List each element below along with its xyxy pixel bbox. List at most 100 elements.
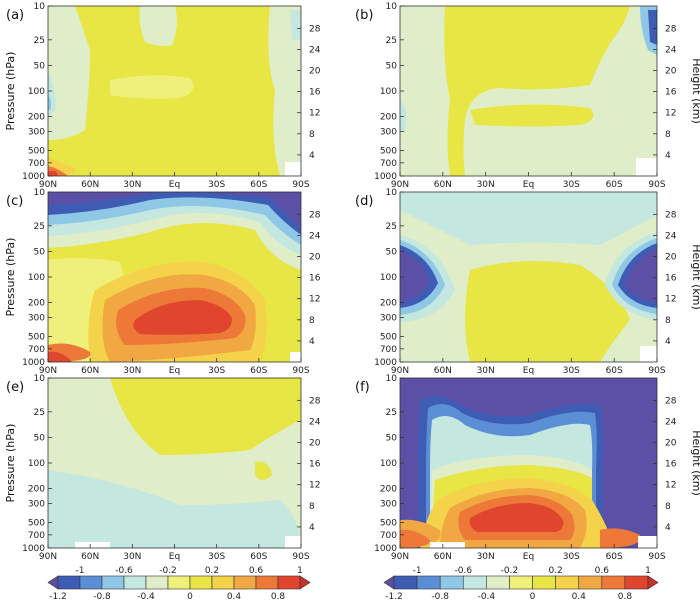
pressure-tick-label: 1000 — [22, 544, 45, 554]
colorbar-segment — [123, 575, 147, 590]
x-tick-label: 60S — [250, 552, 267, 562]
colorbar-segment — [299, 575, 311, 590]
pressure-tick-label: 25 — [386, 408, 397, 418]
x-tick-label: 60N — [81, 552, 99, 562]
pressure-tick-label: 500 — [28, 518, 45, 528]
height-tick-label: 8 — [665, 502, 671, 512]
colorbar-lower-label: 0 — [530, 592, 536, 602]
x-tick-label: 30N — [123, 552, 141, 562]
height-tick-label: 4 — [309, 151, 315, 161]
colorbar-right: -1.2 -1 -0.8 -0.6 -0.4 -0.2 0 0.2 0.4 0.6 0.8 1 — [383, 566, 659, 602]
colorbar-segment — [255, 575, 279, 590]
panel-label-e: (e) — [6, 380, 24, 395]
height-tick-label: 24 — [665, 45, 677, 55]
axis-titles: Pressure (hPa) Pressure (hPa) Pressure (… — [4, 52, 700, 503]
height-tick-label: 28 — [665, 210, 677, 220]
height-tick-label: 24 — [665, 417, 677, 427]
height-tick-label: 20 — [665, 253, 677, 263]
pressure-tick-label: 500 — [28, 146, 45, 156]
colorbar-segment — [393, 575, 418, 590]
x-tick-label: 30N — [123, 366, 141, 376]
pressure-tick-label: 300 — [380, 500, 397, 510]
pressure-tick-label: 25 — [34, 222, 45, 232]
ylabel-left-a: Pressure (hPa) — [4, 52, 17, 131]
height-tick-label: 16 — [665, 460, 677, 470]
colorbar-upper-label: 0.2 — [205, 566, 219, 576]
pressure-tick-label: 50 — [386, 61, 398, 71]
pressure-tick-label: 200 — [380, 299, 397, 309]
x-tick-label: 90N — [391, 180, 409, 190]
panel-b-field — [400, 6, 657, 176]
height-tick-label: 4 — [309, 523, 315, 533]
pressure-tick-label: 700 — [28, 531, 45, 541]
pressure-tick-label: 1000 — [374, 358, 397, 368]
height-tick-label: 24 — [309, 231, 321, 241]
x-tick-label: 90N — [391, 366, 409, 376]
pressure-tick-label: 500 — [380, 332, 397, 342]
pressure-tick-label: 10 — [386, 2, 398, 12]
colorbar-segment — [57, 575, 81, 590]
panel-f-field — [400, 378, 657, 548]
x-tick-label: Eq — [523, 552, 534, 562]
pressure-tick-label: 50 — [386, 433, 398, 443]
x-tick-label: 60S — [250, 366, 267, 376]
colorbar-lower-label: 0.8 — [618, 592, 633, 602]
height-tick-label: 20 — [309, 67, 321, 77]
pressure-tick-label: 100 — [28, 459, 45, 469]
pressure-tick-label: 1000 — [374, 172, 397, 182]
colorbar-segment — [462, 575, 487, 590]
height-tick-label: 8 — [309, 316, 315, 326]
x-tick-label: Eq — [523, 180, 534, 190]
panel-d — [399, 191, 658, 363]
colorbar-lower-label: 0.4 — [572, 592, 587, 602]
x-tick-label: 30S — [208, 552, 225, 562]
panel-label-a: (a) — [6, 8, 24, 23]
colorbar-lower-label: -0.4 — [478, 592, 496, 602]
height-tick-label: 24 — [665, 231, 677, 241]
height-tick-label: 12 — [309, 295, 320, 305]
colorbar-upper-label: 1 — [297, 566, 303, 576]
pressure-tick-label: 200 — [28, 485, 45, 495]
x-tick-label: 60N — [434, 552, 452, 562]
pressure-tick-label: 10 — [34, 2, 46, 12]
pressure-tick-label: 700 — [28, 159, 45, 169]
colorbar-segment — [555, 575, 580, 590]
height-tick-label: 16 — [665, 274, 677, 284]
x-tick-label: 30S — [563, 366, 580, 376]
x-tick-label: 30N — [123, 180, 141, 190]
colorbar-upper-label: -0.2 — [159, 566, 177, 576]
colorbar-segment — [211, 575, 235, 590]
panel-f — [399, 377, 658, 549]
pressure-tick-label: 50 — [34, 433, 46, 443]
panel-e — [47, 377, 302, 549]
x-tick-label: 90S — [648, 366, 665, 376]
colorbar-segment — [486, 575, 510, 590]
pressure-tick-label: 50 — [34, 247, 46, 257]
colorbar-upper-label: -0.6 — [115, 566, 133, 576]
colorbar-lower-label: -0.8 — [431, 592, 449, 602]
panel-label-c: (c) — [6, 194, 23, 209]
pressure-tick-label: 1000 — [22, 172, 45, 182]
x-tick-label: 60N — [81, 366, 99, 376]
ylabel-left-e: Pressure (hPa) — [4, 424, 17, 503]
x-tick-label: 30S — [208, 180, 225, 190]
pressure-tick-label: 200 — [28, 113, 45, 123]
colorbar-upper-label: 0.2 — [548, 566, 562, 576]
height-tick-label: 16 — [309, 274, 321, 284]
pressure-tick-label: 500 — [380, 146, 397, 156]
pressure-tick-label: 1000 — [22, 358, 45, 368]
colorbar-segment — [277, 575, 301, 590]
x-tick-label: Eq — [169, 552, 180, 562]
colorbar-segment — [101, 575, 125, 590]
colorbar-segment — [601, 575, 626, 590]
pressure-tick-label: 10 — [386, 188, 398, 198]
x-tick-label: 30S — [563, 552, 580, 562]
x-tick-label: 30N — [477, 552, 495, 562]
panel-a-field — [48, 6, 301, 176]
pressure-tick-label: 1000 — [374, 544, 397, 554]
ylabel-right-f: Height (km) — [690, 430, 700, 496]
colorbar-lower-label: -1.2 — [385, 592, 403, 602]
colorbar-lower-label: 0.4 — [227, 592, 242, 602]
height-tick-label: 20 — [309, 253, 321, 263]
